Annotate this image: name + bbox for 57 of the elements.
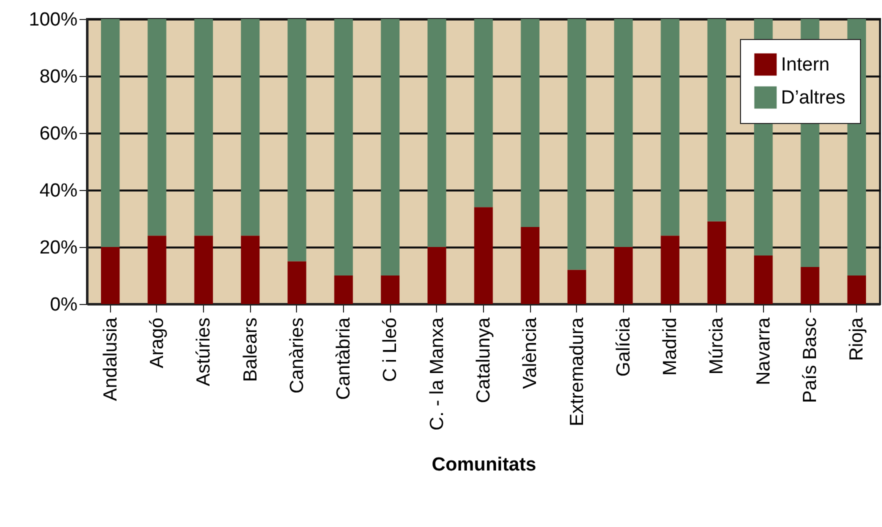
bar <box>380 19 400 276</box>
bar <box>334 276 353 304</box>
x-tick-label: Galícia <box>613 317 634 377</box>
bar <box>707 221 726 304</box>
bar <box>380 276 400 304</box>
y-tick-label: 60% <box>39 124 78 144</box>
x-tick-label: Andalusia <box>100 317 122 401</box>
y-tick-label: 0% <box>50 294 78 316</box>
bar <box>660 19 680 236</box>
bar <box>100 19 120 247</box>
bar <box>567 270 586 304</box>
x-tick-label: Rioja <box>846 317 868 361</box>
x-axis-title: Comunitats <box>432 454 536 476</box>
bar <box>428 19 446 247</box>
bar <box>194 236 213 304</box>
x-tick-label: Cantàbria <box>334 317 355 400</box>
x-tick-label: C i Lleó <box>380 318 402 382</box>
x-tick-label: Catalunya <box>474 317 494 404</box>
bar <box>474 207 493 304</box>
x-tick-label: Balears <box>240 318 262 382</box>
bar <box>288 19 306 262</box>
bar <box>660 236 680 304</box>
bar <box>847 276 866 304</box>
bar <box>614 19 633 247</box>
y-tick-label: 40% <box>39 180 78 202</box>
bar <box>240 236 260 304</box>
x-tick-label: València <box>520 317 542 389</box>
bar <box>428 247 446 304</box>
bar <box>707 19 726 222</box>
x-tick-label: País Basc <box>800 318 822 404</box>
x-tick-label: Extremadura <box>566 317 588 426</box>
bar <box>520 19 540 228</box>
bar <box>194 19 213 236</box>
bar <box>288 261 306 304</box>
y-tick-label: 80% <box>39 66 78 88</box>
bar <box>100 247 120 304</box>
bar <box>520 227 540 304</box>
bar <box>474 19 493 208</box>
legend-label: D’altres <box>781 88 846 108</box>
x-tick-label: Madrid <box>660 318 682 376</box>
x-tick-label: Aragó <box>146 318 168 368</box>
bar <box>334 19 353 276</box>
x-tick-label: Astúries <box>194 318 215 386</box>
bar <box>614 247 633 304</box>
bar <box>148 236 166 304</box>
y-tick-label: 20% <box>39 238 78 258</box>
bar <box>567 19 586 270</box>
legend-label: Intern <box>781 54 830 76</box>
x-tick-label: Canàries <box>286 318 308 394</box>
y-tick-label: 100% <box>28 10 78 30</box>
bar <box>240 19 260 236</box>
x-tick-label: C. - la Manxa <box>426 317 448 430</box>
x-tick-label: Navarra <box>753 317 774 386</box>
bar <box>754 256 773 304</box>
bar <box>148 19 166 236</box>
x-tick-label: Múrcia <box>706 317 728 375</box>
bar <box>800 266 820 304</box>
